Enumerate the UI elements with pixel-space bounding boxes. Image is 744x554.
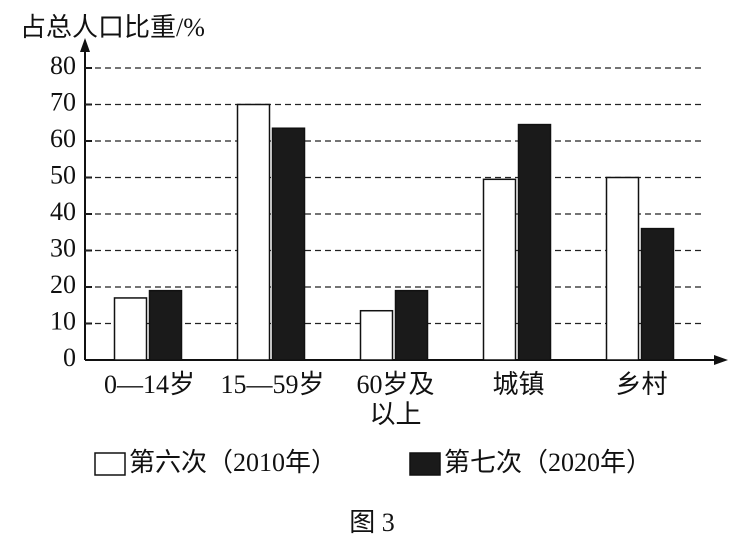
legend-label: 第七次（2020年）	[444, 448, 652, 477]
y-tick-label: 50	[50, 160, 76, 189]
bar	[394, 289, 429, 361]
x-tick-label: 城镇	[492, 370, 545, 399]
bar	[517, 123, 552, 361]
caption: 图 3	[349, 508, 395, 537]
bar	[271, 127, 306, 361]
y-tick-label: 40	[50, 197, 76, 226]
y-arrow	[80, 38, 90, 52]
legend-swatch	[94, 452, 126, 476]
legend-label: 第六次（2010年）	[129, 448, 337, 477]
bar	[359, 309, 394, 361]
x-tick-label: 15—59岁	[220, 370, 325, 399]
y-tick-label: 30	[50, 233, 76, 262]
y-tick-label: 70	[50, 87, 76, 116]
x-tick-label: 乡村	[615, 370, 668, 399]
x-tick-label: 0—14岁	[103, 370, 195, 399]
bar	[605, 176, 640, 361]
legend-swatch	[409, 452, 441, 476]
bar	[640, 227, 675, 361]
bar	[113, 297, 148, 361]
y-tick-label: 20	[50, 270, 76, 299]
y-axis-label: 占总人口比重/%	[20, 13, 205, 42]
x-arrow	[714, 355, 728, 365]
y-tick-label: 10	[50, 306, 76, 335]
y-tick-label: 60	[50, 124, 76, 153]
x-tick-label: 60岁及 以上	[356, 370, 435, 429]
bar	[482, 178, 517, 361]
bar	[148, 289, 183, 361]
y-tick-label: 0	[63, 343, 76, 372]
bar	[236, 103, 271, 361]
y-tick-label: 80	[50, 51, 76, 80]
